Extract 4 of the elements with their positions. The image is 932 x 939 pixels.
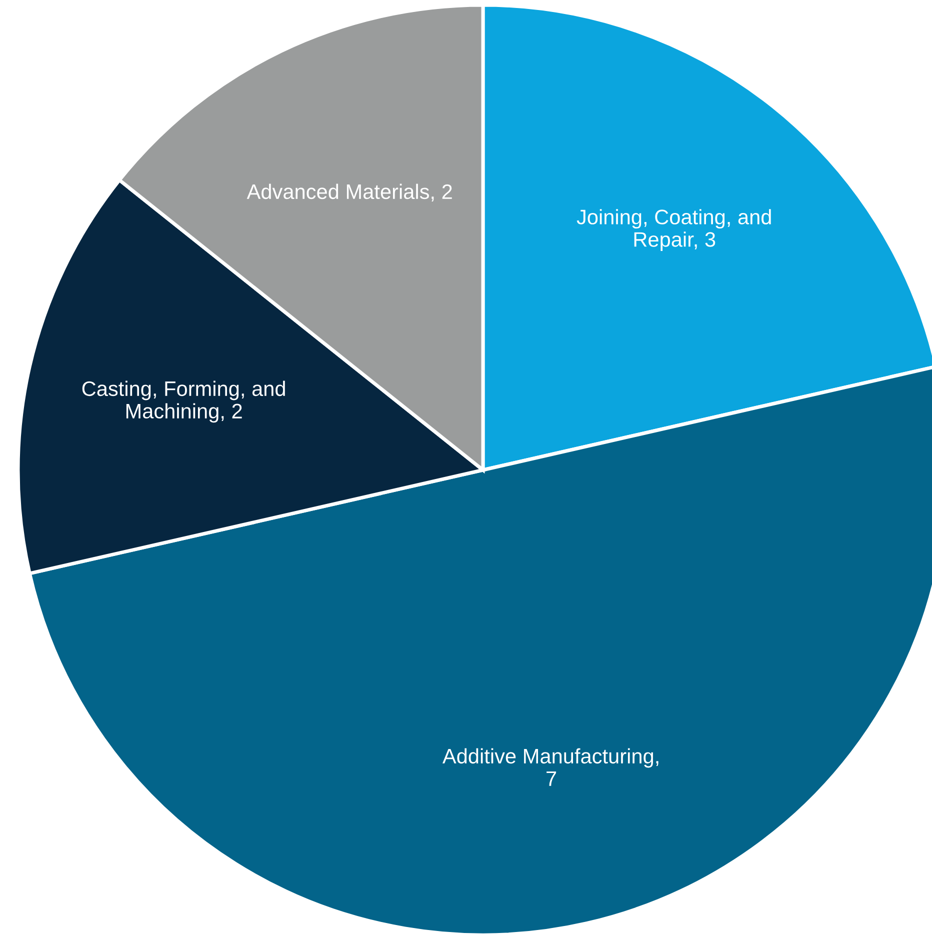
slice-label: Additive Manufacturing, 7 bbox=[442, 748, 658, 786]
slice-label: Advanced Materials, 2 bbox=[246, 184, 452, 202]
slice-label: Joining, Coating, and Repair, 3 bbox=[576, 209, 771, 251]
slice-label: Casting, Forming, and Machining, 2 bbox=[82, 380, 285, 423]
